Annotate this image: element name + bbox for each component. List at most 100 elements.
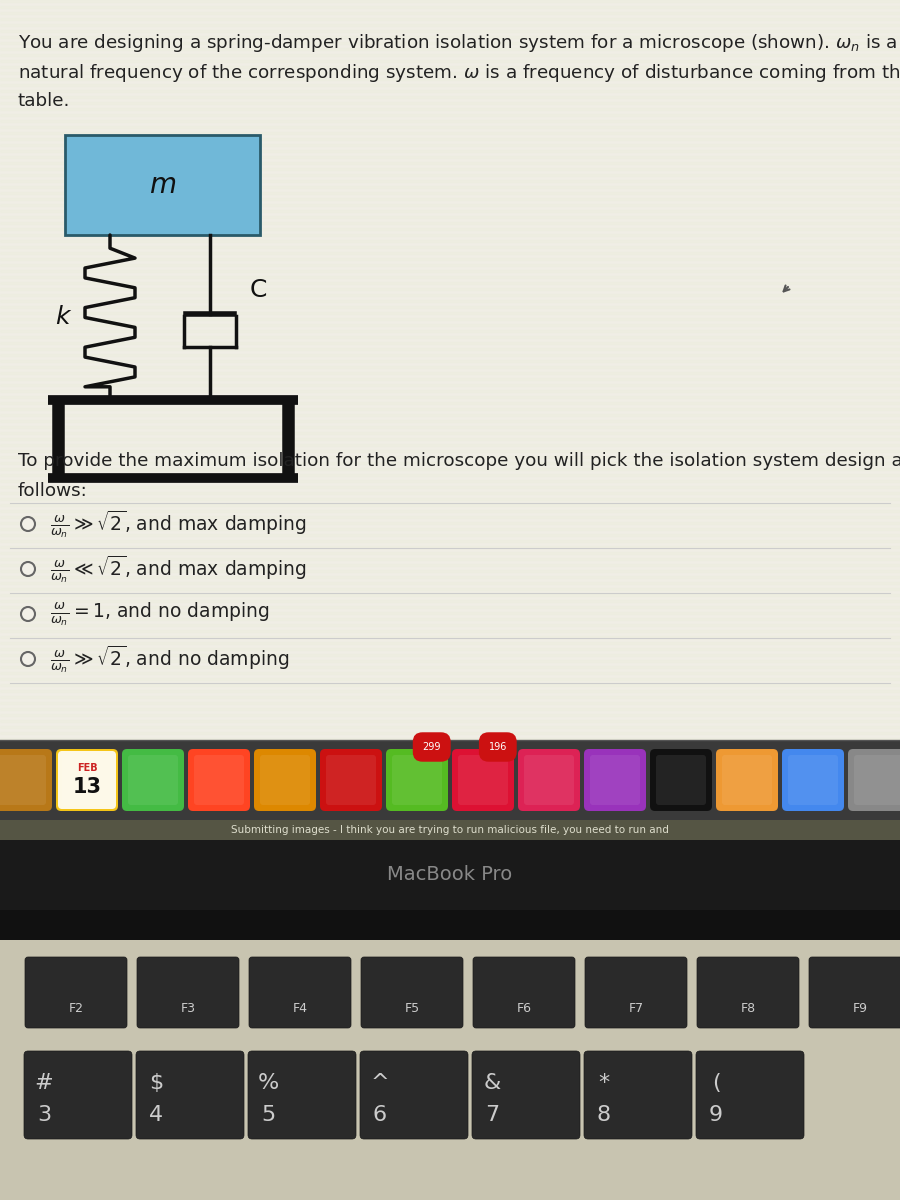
Bar — [0, 68, 900, 71]
Bar — [0, 126, 900, 127]
Bar — [0, 594, 900, 595]
Text: 196: 196 — [489, 742, 507, 752]
Bar — [0, 230, 900, 233]
FancyBboxPatch shape — [24, 1051, 132, 1139]
FancyBboxPatch shape — [473, 958, 575, 1028]
FancyBboxPatch shape — [392, 755, 442, 805]
Bar — [0, 382, 900, 383]
Bar — [0, 318, 900, 319]
Bar — [0, 362, 900, 365]
FancyBboxPatch shape — [590, 755, 640, 805]
Bar — [0, 582, 900, 583]
Bar — [0, 272, 900, 275]
Text: 8: 8 — [597, 1105, 611, 1126]
Bar — [0, 678, 900, 679]
FancyBboxPatch shape — [585, 958, 687, 1028]
Bar — [0, 674, 900, 677]
Bar — [0, 108, 900, 109]
Bar — [0, 320, 900, 323]
Bar — [0, 526, 900, 527]
Bar — [0, 312, 900, 313]
Bar — [0, 492, 900, 493]
Bar — [0, 48, 900, 49]
Bar — [0, 306, 900, 307]
Bar — [0, 176, 900, 179]
Bar — [0, 366, 900, 367]
FancyBboxPatch shape — [25, 958, 127, 1028]
Bar — [0, 242, 900, 245]
FancyBboxPatch shape — [326, 755, 376, 805]
Bar — [0, 820, 900, 840]
Circle shape — [21, 652, 35, 666]
Bar — [0, 66, 900, 67]
Bar — [0, 84, 900, 85]
FancyBboxPatch shape — [472, 1051, 580, 1139]
Bar — [0, 216, 900, 217]
Bar — [0, 716, 900, 719]
Bar — [0, 692, 900, 695]
Bar — [0, 332, 900, 335]
Bar — [0, 62, 900, 65]
Bar — [0, 722, 900, 725]
Bar — [0, 80, 900, 83]
Text: k: k — [55, 306, 69, 330]
Bar — [0, 714, 900, 715]
Bar — [0, 510, 900, 511]
Bar — [0, 290, 900, 293]
FancyBboxPatch shape — [656, 755, 706, 805]
Bar — [0, 708, 900, 709]
Bar — [0, 204, 900, 205]
Bar — [0, 358, 900, 359]
Bar — [0, 540, 900, 541]
Bar — [0, 378, 900, 379]
Bar — [0, 728, 900, 731]
Bar — [0, 506, 900, 509]
Bar — [0, 542, 900, 545]
Bar — [0, 402, 900, 403]
Bar — [0, 398, 900, 401]
Bar — [0, 72, 900, 73]
Bar — [0, 122, 900, 125]
Bar — [0, 654, 900, 655]
Bar — [0, 26, 900, 29]
Text: $\frac{\omega}{\omega_n} \gg \sqrt{2}$, and no damping: $\frac{\omega}{\omega_n} \gg \sqrt{2}$, … — [50, 643, 289, 674]
Bar — [0, 198, 900, 199]
Bar — [0, 102, 900, 103]
Bar — [0, 180, 900, 181]
Text: *: * — [598, 1073, 609, 1093]
Text: F6: F6 — [517, 1002, 532, 1015]
Bar — [0, 602, 900, 605]
FancyBboxPatch shape — [137, 958, 239, 1028]
Bar — [0, 416, 900, 419]
Bar — [0, 104, 900, 107]
Bar — [0, 576, 900, 577]
Bar — [0, 326, 900, 329]
Text: C: C — [249, 278, 266, 302]
Text: $\frac{\omega}{\omega_n} \gg \sqrt{2}$, and max damping: $\frac{\omega}{\omega_n} \gg \sqrt{2}$, … — [50, 508, 307, 540]
Bar — [0, 30, 900, 31]
Bar — [0, 6, 900, 7]
Text: To provide the maximum isolation for the microscope you will pick the isolation : To provide the maximum isolation for the… — [18, 452, 900, 470]
Bar — [0, 630, 900, 631]
FancyBboxPatch shape — [697, 958, 799, 1028]
Text: natural frequency of the corresponding system. $\omega$ is a frequency of distur: natural frequency of the corresponding s… — [18, 62, 900, 84]
Bar — [0, 36, 900, 37]
Bar — [0, 90, 900, 91]
Bar — [0, 642, 900, 643]
Bar — [0, 446, 900, 449]
FancyBboxPatch shape — [320, 749, 382, 811]
Bar — [0, 240, 900, 241]
Circle shape — [21, 562, 35, 576]
Bar — [0, 296, 900, 299]
Bar — [0, 392, 900, 395]
Bar — [0, 698, 900, 701]
Text: $\frac{\omega}{\omega_n} \ll \sqrt{2}$, and max damping: $\frac{\omega}{\omega_n} \ll \sqrt{2}$, … — [50, 553, 307, 584]
Bar — [0, 614, 900, 617]
Bar — [0, 60, 900, 61]
Bar — [0, 490, 900, 491]
Bar — [0, 372, 900, 373]
Text: table.: table. — [18, 92, 70, 110]
Bar — [0, 572, 900, 575]
Bar — [0, 702, 900, 703]
Bar — [0, 600, 900, 601]
